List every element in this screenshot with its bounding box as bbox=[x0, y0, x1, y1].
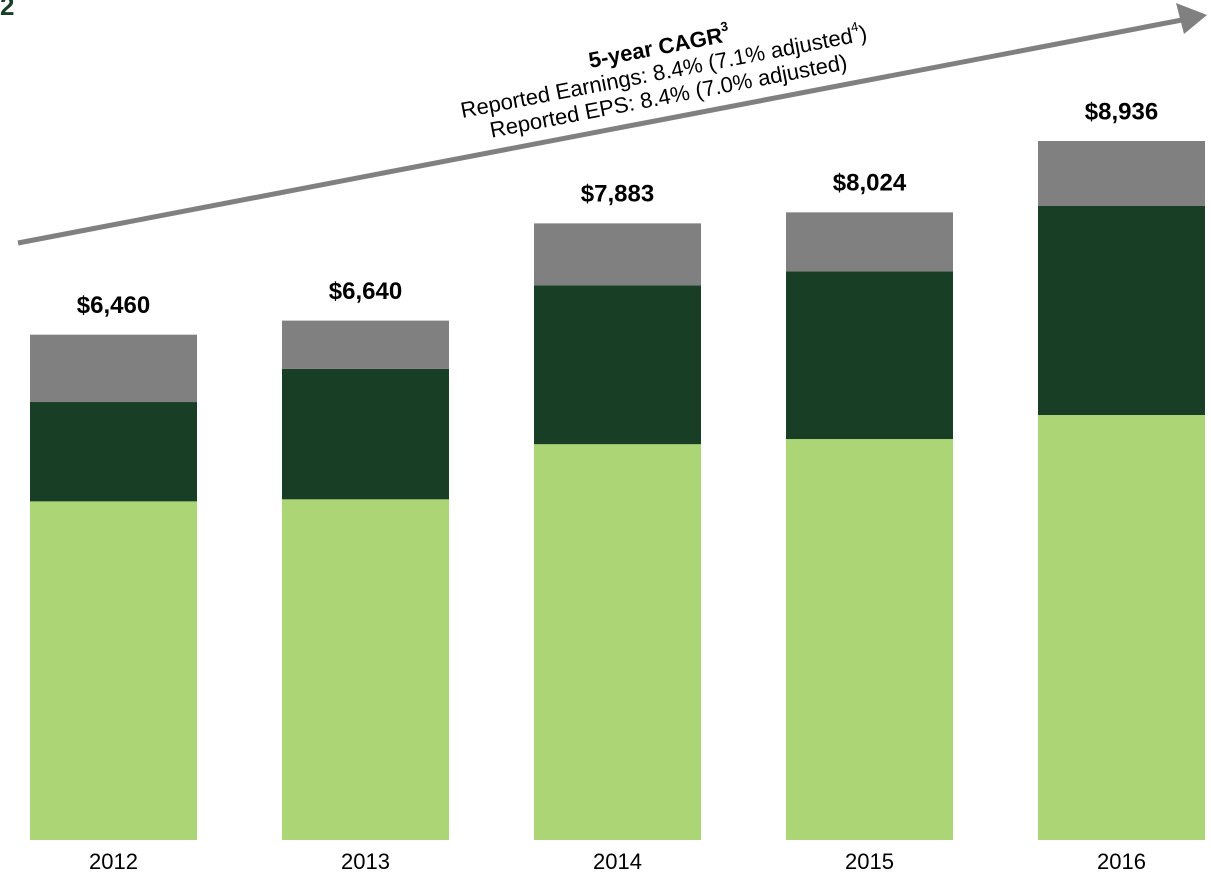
bar-segment bbox=[30, 334, 197, 403]
total-label: $6,640 bbox=[329, 278, 402, 305]
corner-label: 2 bbox=[0, 0, 14, 21]
x-tick-label: 2012 bbox=[89, 849, 138, 874]
bar-segment bbox=[30, 402, 197, 502]
bar-segment bbox=[282, 368, 449, 500]
x-tick-label: 2014 bbox=[593, 849, 642, 874]
annotation-sup: 3 bbox=[719, 19, 729, 35]
bar-segment bbox=[282, 320, 449, 369]
bar-segment bbox=[534, 444, 701, 840]
total-label: $8,936 bbox=[1085, 98, 1158, 125]
bar-segment bbox=[534, 285, 701, 445]
x-tick-label: 2015 bbox=[845, 849, 894, 874]
x-tick-label: 2016 bbox=[1097, 849, 1146, 874]
annotation-sup: 4 bbox=[850, 19, 860, 35]
bar-segment bbox=[1038, 141, 1205, 207]
bar-segment bbox=[30, 501, 197, 840]
bar-segment bbox=[786, 271, 953, 440]
total-label: $7,883 bbox=[581, 181, 654, 208]
annotation: 5-year CAGR3 Reported Earnings: 8.4% (7.… bbox=[458, 19, 869, 143]
bar-segment bbox=[1038, 206, 1205, 416]
total-label: $8,024 bbox=[833, 170, 907, 197]
arrow-head bbox=[1176, 3, 1207, 34]
bar-segment bbox=[534, 223, 701, 286]
trend-arrow bbox=[17, 17, 1183, 246]
bar-segment bbox=[786, 439, 953, 840]
total-label: $6,460 bbox=[77, 292, 150, 319]
bar-segment bbox=[282, 499, 449, 840]
x-tick-label: 2013 bbox=[341, 849, 390, 874]
annotation-text: ) bbox=[857, 20, 869, 46]
bar-segment bbox=[786, 212, 953, 272]
bar-segment bbox=[1038, 415, 1205, 840]
